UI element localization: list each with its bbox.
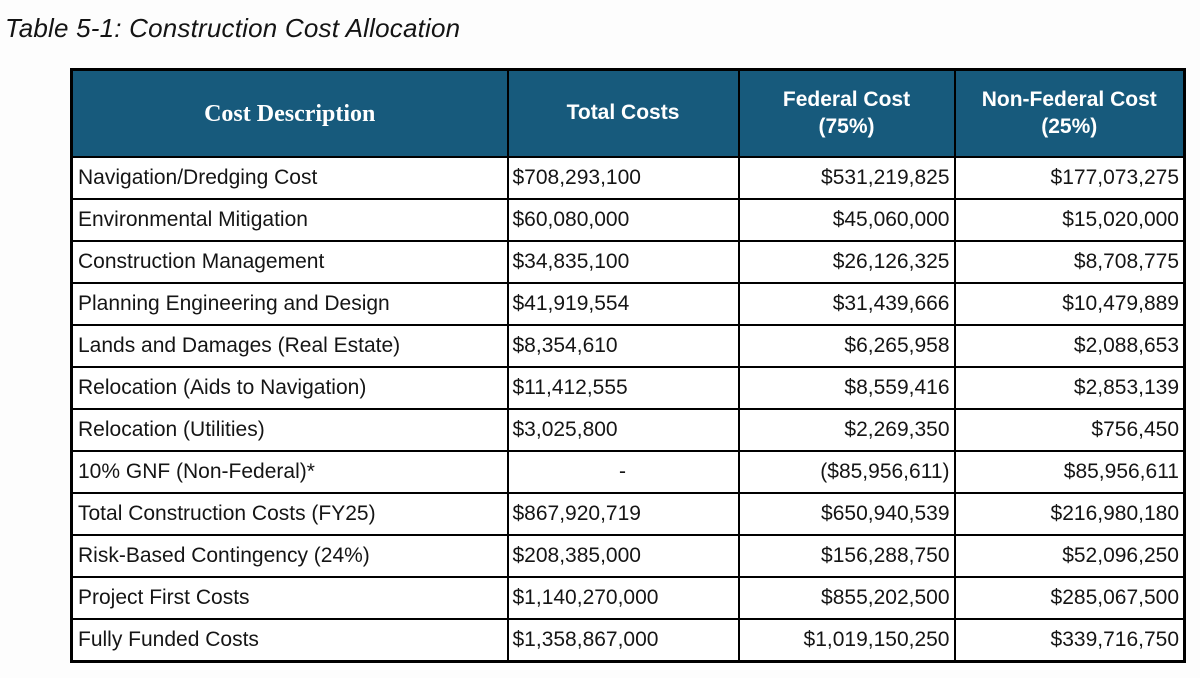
cell-non-federal-cost: $756,450 [953,408,1186,452]
cell-non-federal-cost: $2,088,653 [953,324,1186,368]
cell-cost-description: Construction Management [70,240,509,284]
cell-total-costs: $60,080,000 [506,198,740,242]
cell-federal-cost: $855,202,500 [737,576,956,620]
cell-total-costs: $8,354,610 [506,324,740,368]
column-header-federal-cost: Federal Cost (75%) [737,68,956,158]
column-header-label: Cost Description [204,100,376,127]
cell-non-federal-cost: $52,096,250 [953,534,1186,578]
table-row: Risk-Based Contingency (24%) $208,385,000… [70,534,1186,578]
table-row: Navigation/Dredging Cost $708,293,100 $531… [70,156,1186,200]
column-header-cost-description: Cost Description [70,68,509,158]
cell-federal-cost: ($85,956,611) [737,450,956,494]
cell-cost-description: Total Construction Costs (FY25) [70,492,509,536]
table-row: Total Construction Costs (FY25) $867,920,… [70,492,1186,536]
column-header-label: Non-Federal Cost [981,88,1157,112]
table-row: Environmental Mitigation $60,080,000 $45,0… [70,198,1186,242]
cell-cost-description: 10% GNF (Non-Federal)* [70,450,509,494]
cell-total-costs: $3,025,800 [506,408,740,452]
cell-total-costs: $208,385,000 [506,534,740,578]
cell-non-federal-cost: $285,067,500 [953,576,1186,620]
cell-federal-cost: $26,126,325 [737,240,956,284]
table-row: Planning Engineering and Design $41,919,5… [70,282,1186,326]
cell-federal-cost: $45,060,000 [737,198,956,242]
table-row: Lands and Damages (Real Estate) $8,354,61… [70,324,1186,368]
cell-cost-description: Relocation (Aids to Navigation) [70,366,509,410]
table-row: Relocation (Utilities) $3,025,800 $2,269,3… [70,408,1186,452]
cell-total-costs: $867,920,719 [506,492,740,536]
column-header-non-federal-cost: Non-Federal Cost (25%) [953,68,1186,158]
table-row: Construction Management $34,835,100 $26,12… [70,240,1186,284]
table-row: Project First Costs $1,140,270,000 $855,20… [70,576,1186,620]
column-header-label: Federal Cost [782,88,911,112]
cell-non-federal-cost: $216,980,180 [953,492,1186,536]
cell-cost-description: Risk-Based Contingency (24%) [70,534,509,578]
cell-federal-cost: $31,439,666 [737,282,956,326]
cell-cost-description: Fully Funded Costs [70,618,509,663]
column-header-sublabel: (25%) [1041,114,1098,138]
cell-non-federal-cost: $85,956,611 [953,450,1186,494]
cell-total-costs: $41,919,554 [506,282,740,326]
cell-total-costs: $708,293,100 [506,156,740,200]
column-header-total-costs: Total Costs [506,68,740,158]
cell-federal-cost: $2,269,350 [737,408,956,452]
column-header-label: Total Costs [566,101,680,125]
cell-non-federal-cost: $339,716,750 [953,618,1186,663]
cell-non-federal-cost: $15,020,000 [953,198,1186,242]
cell-non-federal-cost: $177,073,275 [953,156,1186,200]
cell-federal-cost: $531,219,825 [737,156,956,200]
cell-cost-description: Project First Costs [70,576,509,620]
cell-cost-description: Planning Engineering and Design [70,282,509,326]
cell-federal-cost: $1,019,150,250 [737,618,956,663]
cell-total-costs: $34,835,100 [506,240,740,284]
cell-total-costs: $1,140,270,000 [506,576,740,620]
cell-cost-description: Lands and Damages (Real Estate) [70,324,509,368]
cell-federal-cost: $6,265,958 [737,324,956,368]
header-row: Cost Description Total Costs Federal Cos… [70,68,1186,158]
cell-non-federal-cost: $10,479,889 [953,282,1186,326]
cell-cost-description: Navigation/Dredging Cost [70,156,509,200]
cell-federal-cost: $156,288,750 [737,534,956,578]
table-header: Cost Description Total Costs Federal Cos… [70,68,1186,158]
cell-federal-cost: $8,559,416 [737,366,956,410]
cell-total-costs: $11,412,555 [506,366,740,410]
cell-federal-cost: $650,940,539 [737,492,956,536]
construction-cost-allocation-table: Cost Description Total Costs Federal Cos… [70,68,1186,663]
table-caption: Table 5-1: Construction Cost Allocation [5,13,461,43]
table-row: Fully Funded Costs $1,358,867,000 $1,019,1… [70,618,1186,663]
cell-non-federal-cost: $2,853,139 [953,366,1186,410]
cell-total-costs: - [506,450,740,494]
cell-cost-description: Environmental Mitigation [70,198,509,242]
table-row: 10% GNF (Non-Federal)* - ($85,956,611) $85,… [70,450,1186,494]
cell-non-federal-cost: $8,708,775 [953,240,1186,284]
cell-total-costs: $1,358,867,000 [506,618,740,663]
column-header-sublabel: (75%) [818,114,875,138]
cell-cost-description: Relocation (Utilities) [70,408,509,452]
table-body: Navigation/Dredging Cost $708,293,100 $531… [70,156,1186,663]
table-row: Relocation (Aids to Navigation) $11,412,5… [70,366,1186,410]
